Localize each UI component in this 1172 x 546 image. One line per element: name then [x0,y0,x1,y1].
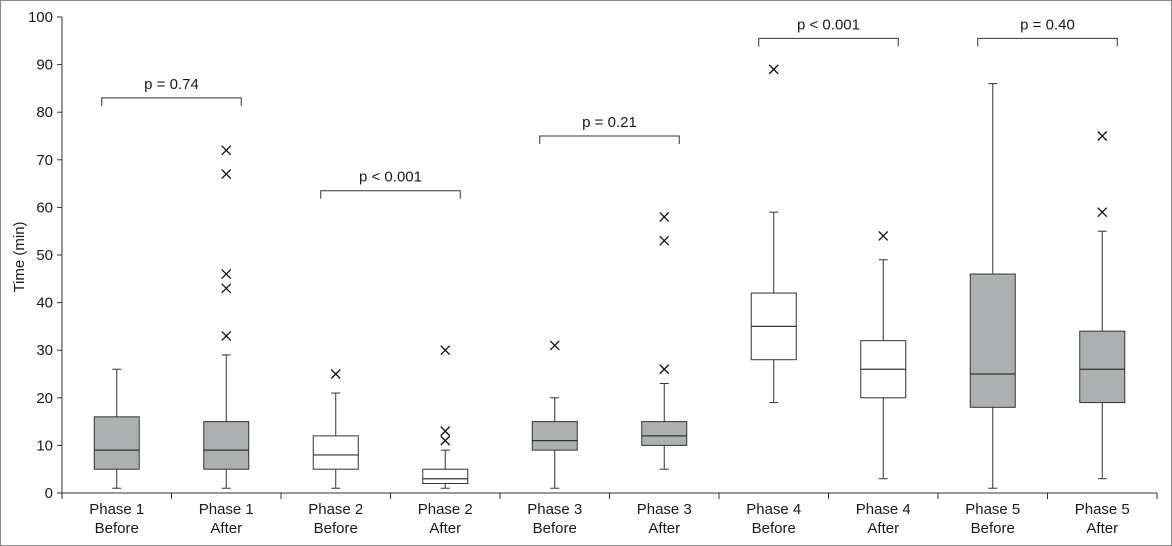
comparison-bracket [977,37,1118,47]
box-5 [531,340,578,489]
box-9 [969,83,1016,489]
comparison-1: p = 0.74 [101,76,242,106]
category-label-line2: Before [971,520,1015,537]
comparison-2: p < 0.001 [320,169,461,199]
category-label-line2: After [867,520,899,537]
outlier-marker [659,211,670,222]
y-tick-label: 0 [45,485,53,502]
comparison-bracket [101,97,242,106]
y-axis-label: Time (min) [11,221,28,292]
category-label-line2: Before [95,520,139,537]
category-label-line1: Phase 4 [746,501,801,518]
box-iqr [312,435,359,470]
y-tick-label: 30 [36,342,53,359]
outlier-marker [440,345,451,356]
outlier-marker [440,435,451,446]
box-3 [312,369,359,489]
category-label-line1: Phase 2 [308,501,363,518]
comparison-bracket [539,135,680,144]
outlier-marker [221,283,232,294]
box-1 [93,368,140,489]
box-iqr [422,468,469,484]
y-axis-label-group: Time (min) [11,221,28,292]
outlier-marker [659,364,670,375]
outlier-marker [221,269,232,279]
boxes [93,64,1126,489]
p-value-label: p = 0.74 [144,76,199,93]
comparison-bracket [320,190,461,199]
category-labels: Phase 1 Before Phase 1 After Phase 2 Before Ph… [89,501,1130,537]
box-4 [422,345,469,489]
box-iqr [203,421,250,470]
outlier-marker [221,145,232,156]
box-10 [1079,131,1126,480]
p-value-label: p < 0.001 [797,16,860,33]
box-6 [641,211,688,470]
category-label-line1: Phase 1 [89,501,144,518]
box-iqr [531,421,578,451]
box-8 [860,231,907,480]
outlier-marker [440,426,451,437]
box-7 [750,64,797,404]
category-label-line2: After [429,520,461,537]
y-tick-label: 70 [36,152,53,169]
comparison-5: p = 0.40 [977,16,1118,47]
outlier-marker [878,231,889,241]
category-label-line1: Phase 2 [418,501,473,518]
comparisons: p = 0.74 p < 0.001 p = 0.21 p < 0.001 p = 0.… [101,16,1118,199]
box-2 [203,145,250,489]
category-label-line1: Phase 4 [856,501,911,518]
y-tick-label: 60 [36,199,53,216]
y-tick-label: 10 [36,437,53,454]
y-tick-label: 50 [36,247,53,264]
category-label-line2: Before [533,520,577,537]
category-label-line2: After [1086,520,1118,537]
p-value-label: p < 0.001 [359,169,422,186]
outlier-marker [221,330,232,341]
outlier-marker [549,340,560,351]
category-label-line1: Phase 5 [1075,501,1130,518]
category-label-line1: Phase 3 [527,501,582,518]
category-label-line2: After [210,520,242,537]
category-label-line1: Phase 3 [637,501,692,518]
y-tick-label: 40 [36,295,53,312]
p-value-label: p = 0.40 [1020,16,1075,33]
y-tick-label: 20 [36,390,53,407]
category-label-line2: After [648,520,680,537]
p-value-label: p = 0.21 [582,114,637,131]
outlier-marker [768,64,779,75]
box-iqr [641,421,688,446]
outlier-marker [659,235,670,246]
outlier-marker [1097,131,1108,141]
comparison-3: p = 0.21 [539,114,680,144]
category-label-line2: Before [752,520,796,537]
category-label-line1: Phase 5 [965,501,1020,518]
comparison-4: p < 0.001 [758,16,899,47]
box-iqr [1079,330,1126,404]
outlier-marker [221,169,232,180]
category-label-line1: Phase 1 [199,501,254,518]
outlier-marker [330,369,341,379]
category-label-line2: Before [314,520,358,537]
y-tick-label: 100 [28,9,53,26]
box-iqr [93,416,140,470]
box-iqr [969,273,1016,408]
outlier-marker [1097,207,1108,218]
y-tick-label: 90 [36,57,53,74]
axes: 0 10 20 30 40 50 60 70 80 90 100 [28,9,1158,502]
comparison-bracket [758,37,899,47]
y-tick-label: 80 [36,104,53,121]
